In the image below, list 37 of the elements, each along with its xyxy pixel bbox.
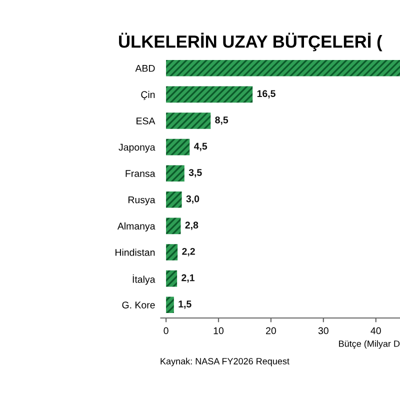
data-label: 16,5 xyxy=(257,90,276,98)
data-label: 4,5 xyxy=(194,142,208,152)
bar xyxy=(166,60,400,76)
text: Kaynak: NASA FY2026 Request xyxy=(160,358,290,366)
y-tick-label: Fransa xyxy=(126,170,156,177)
x-tick-label: 20 xyxy=(266,327,276,334)
bar xyxy=(166,270,178,287)
x-tick-label: 40 xyxy=(370,327,381,334)
x-tick-label: 30 xyxy=(318,327,328,334)
y-tick-label: Almanya xyxy=(117,222,156,232)
bar xyxy=(166,218,181,234)
data-label: 3,5 xyxy=(188,169,202,178)
bar xyxy=(166,244,178,260)
bar xyxy=(166,112,211,129)
chart-title: ÜLKELERİN UZAY BÜTÇELERİ ( xyxy=(119,32,382,52)
y-tick-label: Japonya xyxy=(118,144,156,153)
y-tick-label: Çin xyxy=(141,90,155,100)
data-label: 2,2 xyxy=(182,248,195,256)
bar xyxy=(166,165,184,182)
x-tick-label: 0 xyxy=(164,327,168,334)
data-label: 3,0 xyxy=(186,195,200,204)
data-label: 1,5 xyxy=(178,300,192,309)
y-tick-label: ESA xyxy=(136,117,156,124)
bar xyxy=(166,138,190,156)
data-label: 8,5 xyxy=(215,116,228,125)
x-tick-label: 10 xyxy=(214,327,224,334)
bar xyxy=(166,86,253,103)
y-tick-label: Rusya xyxy=(128,196,156,206)
y-tick-label: G. Kore xyxy=(122,302,155,308)
y-tick-label: ABD xyxy=(135,64,155,72)
bar xyxy=(166,191,182,208)
y-tick-label: Hindistan xyxy=(116,248,155,256)
data-label: 2,1 xyxy=(182,274,194,283)
y-tick-label: İtalya xyxy=(132,274,156,285)
data-label: 2,8 xyxy=(185,222,198,230)
bar xyxy=(166,296,174,314)
x-axis-title: Bütçe (Milyar D xyxy=(339,340,400,349)
